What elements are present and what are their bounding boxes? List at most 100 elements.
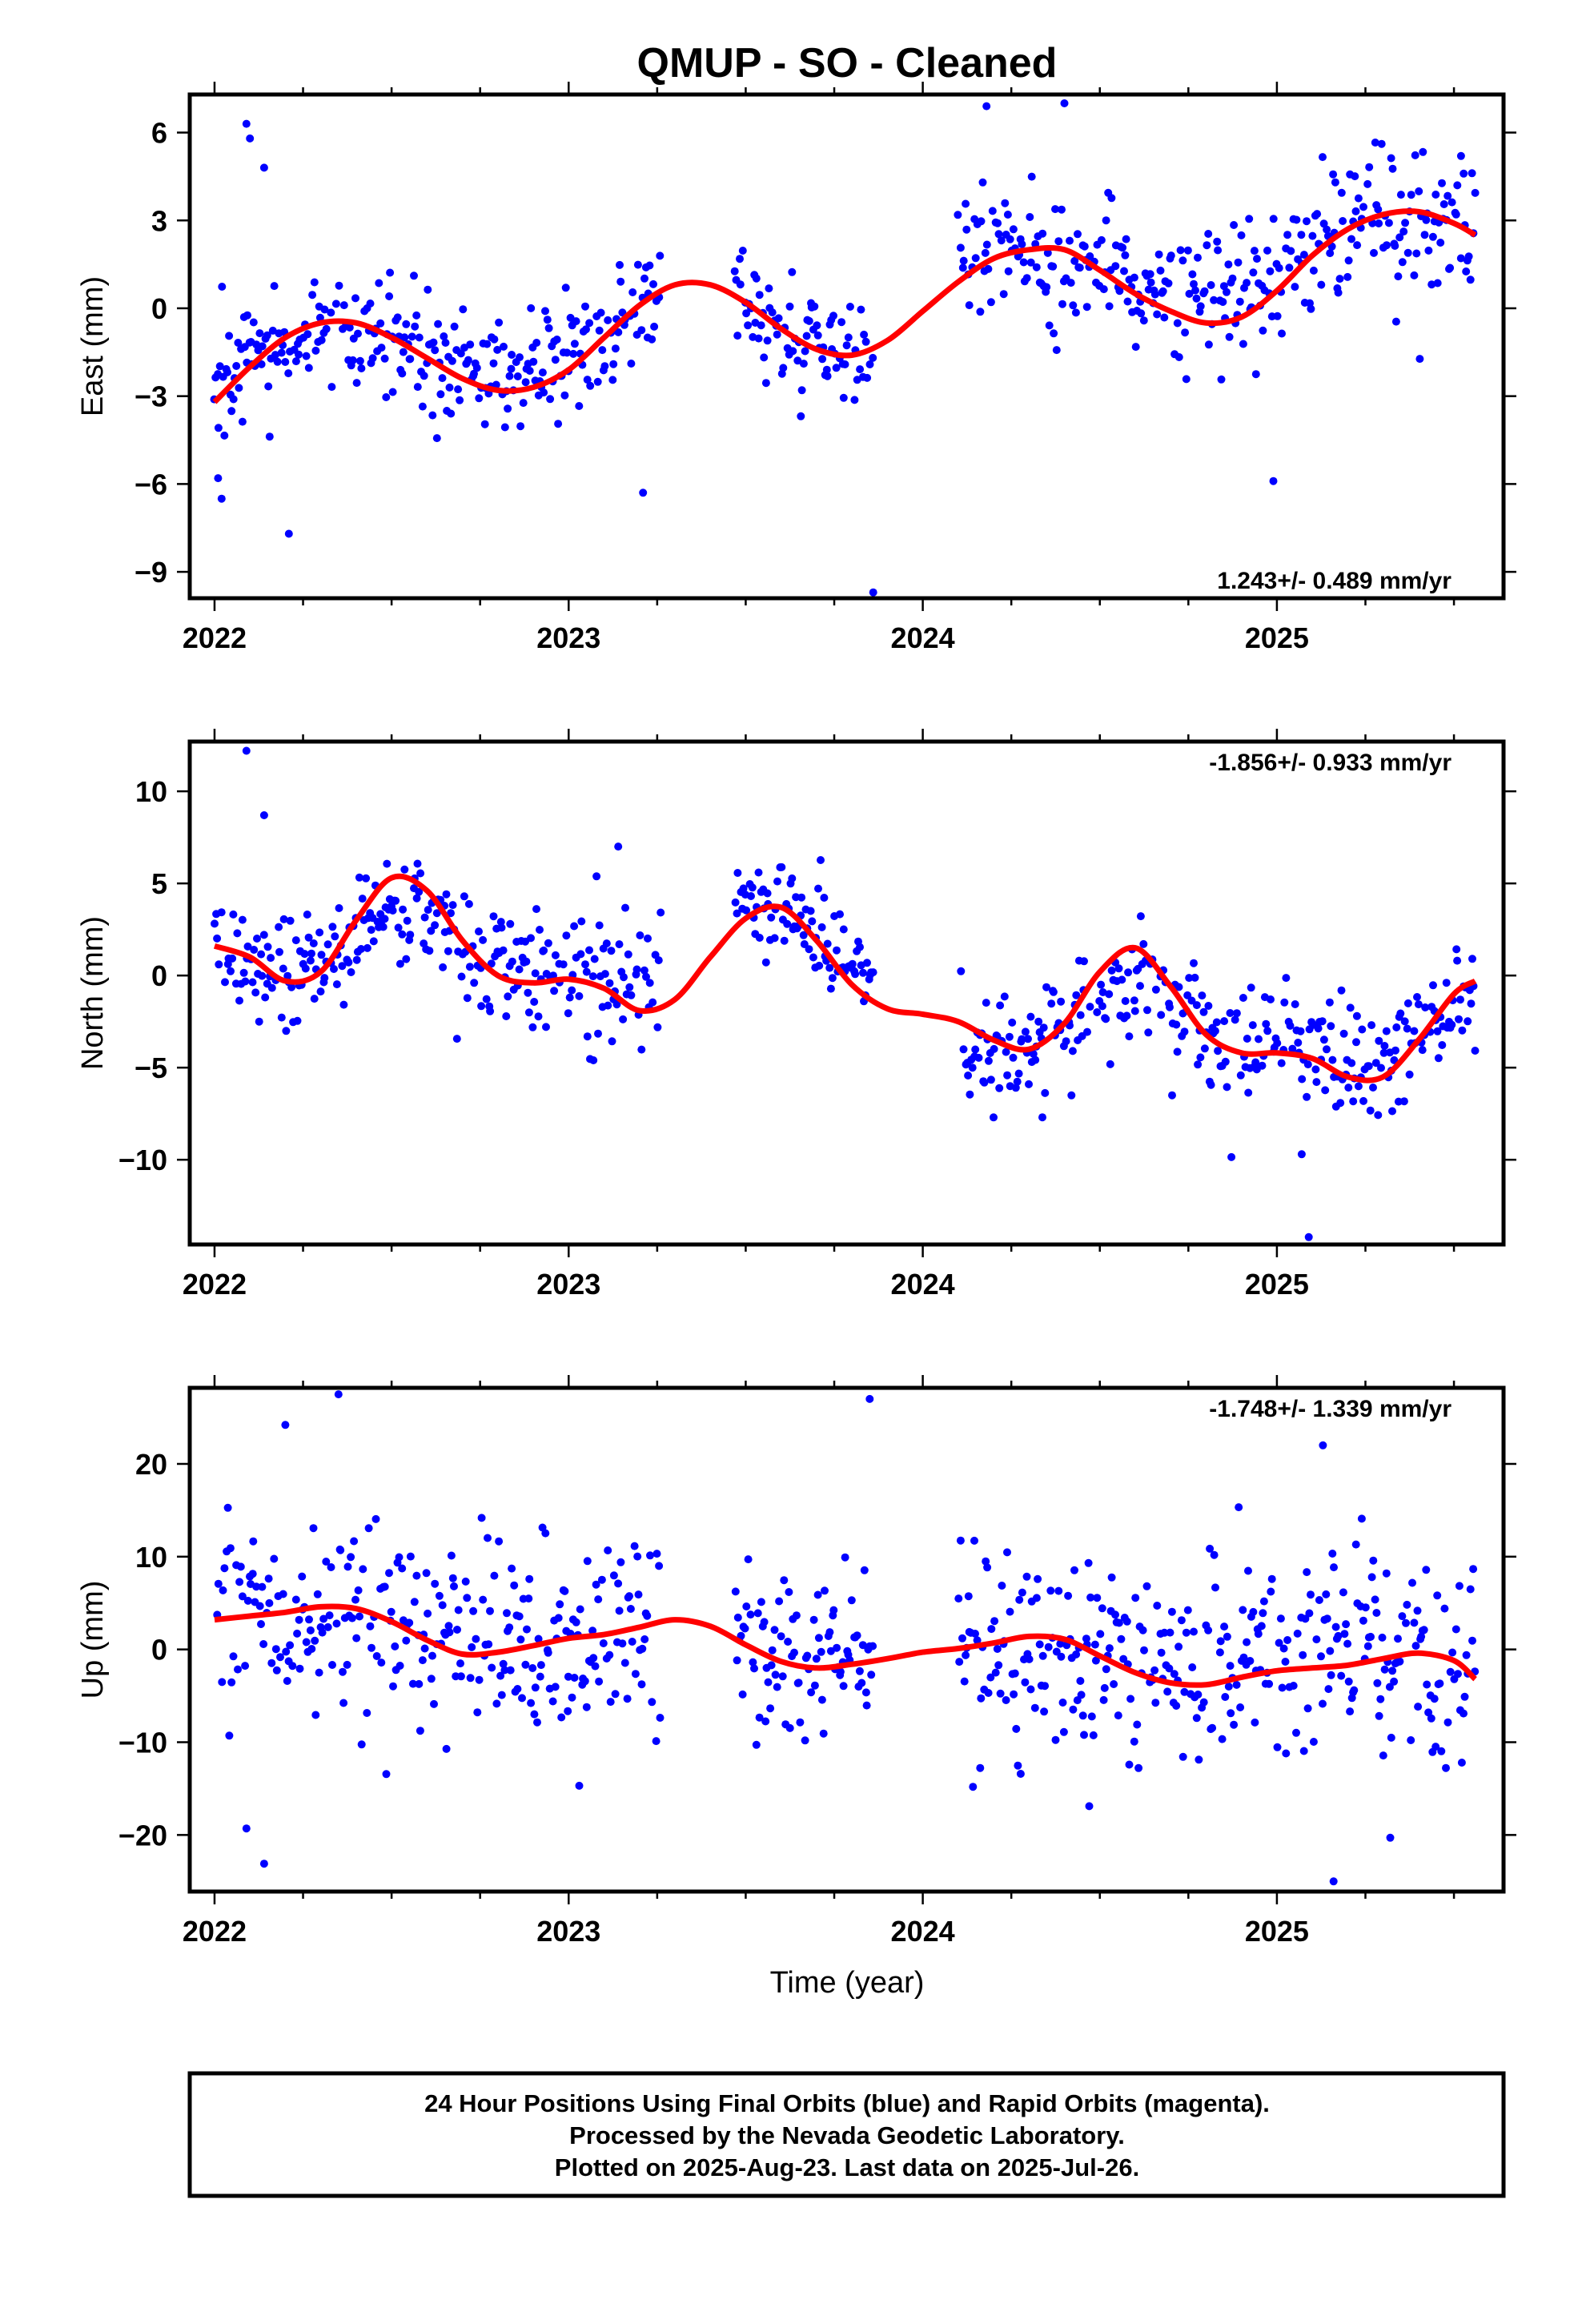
data-point bbox=[1058, 205, 1066, 214]
data-point bbox=[380, 354, 389, 363]
data-point bbox=[856, 365, 865, 374]
data-point bbox=[460, 892, 468, 901]
data-point bbox=[608, 1037, 616, 1046]
data-point bbox=[757, 1598, 765, 1606]
data-point bbox=[1420, 231, 1429, 239]
data-point bbox=[736, 280, 745, 289]
data-point bbox=[1394, 272, 1403, 281]
data-point bbox=[1336, 1099, 1345, 1108]
data-point bbox=[568, 1693, 576, 1702]
data-point bbox=[543, 316, 552, 324]
data-point bbox=[1262, 1019, 1271, 1028]
data-point bbox=[339, 1000, 348, 1009]
y-tick-label: −3 bbox=[135, 380, 167, 413]
data-point bbox=[1267, 1587, 1275, 1596]
data-point bbox=[389, 1682, 397, 1691]
data-point bbox=[817, 923, 826, 931]
data-point bbox=[797, 386, 806, 395]
data-point bbox=[1413, 1606, 1422, 1615]
data-point bbox=[420, 913, 429, 922]
data-point bbox=[1452, 1625, 1460, 1634]
data-point bbox=[1440, 1604, 1449, 1613]
data-point bbox=[1158, 287, 1167, 296]
data-point bbox=[955, 1658, 964, 1667]
data-point bbox=[604, 316, 612, 324]
data-point bbox=[1344, 1677, 1353, 1686]
data-point bbox=[270, 1554, 279, 1563]
x-tick-label: 2024 bbox=[891, 1268, 955, 1301]
data-point bbox=[1235, 297, 1244, 306]
data-point bbox=[275, 923, 283, 931]
data-point bbox=[1382, 1027, 1391, 1035]
data-point bbox=[1467, 999, 1476, 1008]
data-point bbox=[803, 1651, 812, 1660]
data-point bbox=[771, 1671, 780, 1679]
data-point bbox=[656, 908, 665, 917]
data-point bbox=[596, 308, 605, 317]
data-point bbox=[1182, 1628, 1191, 1637]
data-point bbox=[523, 1625, 531, 1634]
data-point bbox=[228, 954, 237, 963]
data-point bbox=[1324, 1685, 1333, 1694]
data-point bbox=[311, 346, 320, 355]
data-point bbox=[1363, 1642, 1372, 1651]
data-point bbox=[1047, 999, 1056, 1008]
data-point bbox=[1403, 1024, 1411, 1033]
data-point bbox=[309, 939, 318, 947]
data-point bbox=[1196, 302, 1205, 311]
data-point bbox=[413, 859, 422, 868]
data-point bbox=[1361, 1603, 1370, 1612]
data-point bbox=[1005, 1032, 1014, 1041]
data-point bbox=[1282, 974, 1291, 983]
data-point bbox=[856, 943, 864, 951]
data-point bbox=[506, 1666, 515, 1675]
data-point bbox=[628, 1638, 636, 1646]
data-point bbox=[235, 996, 243, 1005]
data-point bbox=[442, 890, 451, 899]
data-point bbox=[226, 1544, 235, 1553]
data-point bbox=[1314, 1024, 1323, 1033]
data-point bbox=[1390, 1055, 1399, 1064]
data-point bbox=[652, 1737, 661, 1746]
data-point bbox=[1331, 178, 1339, 187]
data-point bbox=[263, 331, 271, 340]
data-point bbox=[783, 919, 792, 928]
data-point bbox=[456, 349, 465, 358]
outlier-point bbox=[1456, 151, 1465, 160]
data-point bbox=[444, 1622, 453, 1630]
data-point bbox=[459, 305, 468, 314]
data-point bbox=[976, 1763, 985, 1772]
data-point bbox=[1239, 994, 1247, 1002]
data-point bbox=[1146, 278, 1155, 287]
data-point bbox=[597, 1575, 606, 1584]
data-point bbox=[1319, 153, 1327, 162]
data-point bbox=[1291, 283, 1299, 292]
data-point bbox=[1433, 1591, 1442, 1600]
data-point bbox=[1039, 1023, 1048, 1032]
data-point bbox=[306, 956, 315, 965]
data-point bbox=[328, 923, 337, 931]
data-point bbox=[311, 1711, 320, 1719]
data-point bbox=[461, 1577, 470, 1586]
data-point bbox=[1138, 1626, 1147, 1634]
data-point bbox=[1243, 279, 1251, 287]
data-point bbox=[484, 1534, 492, 1542]
outlier-point bbox=[259, 1860, 268, 1868]
data-point bbox=[1057, 1652, 1066, 1661]
data-point bbox=[1194, 1691, 1203, 1699]
data-point bbox=[1195, 1755, 1203, 1764]
data-point bbox=[1427, 1714, 1435, 1723]
data-point bbox=[1204, 1626, 1213, 1634]
data-point bbox=[304, 933, 313, 942]
data-point bbox=[602, 939, 611, 948]
data-point bbox=[1167, 1607, 1176, 1616]
data-point bbox=[442, 1744, 451, 1753]
data-point bbox=[1223, 287, 1231, 296]
data-point bbox=[971, 1045, 980, 1054]
data-point bbox=[1232, 1680, 1241, 1689]
data-point bbox=[427, 927, 436, 935]
data-point bbox=[582, 1703, 591, 1711]
data-point bbox=[780, 1576, 789, 1585]
data-point bbox=[238, 417, 247, 426]
data-point bbox=[645, 979, 654, 987]
